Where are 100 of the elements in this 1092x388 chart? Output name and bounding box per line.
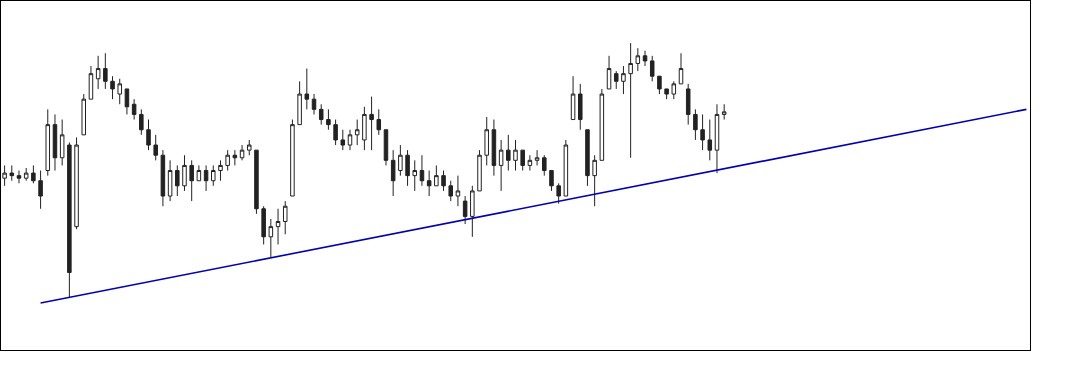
candlestick xyxy=(182,154,187,192)
candlestick xyxy=(419,154,425,187)
candlestick xyxy=(81,93,87,136)
candlestick xyxy=(124,88,130,115)
candlestick xyxy=(103,52,108,90)
candlestick xyxy=(542,154,547,177)
candlestick xyxy=(556,182,561,205)
candlestick xyxy=(16,170,22,184)
candlestick xyxy=(606,55,612,90)
candlestick xyxy=(549,170,554,192)
candlestick xyxy=(426,170,432,197)
candlestick xyxy=(326,108,331,131)
candlestick xyxy=(390,149,396,197)
candlestick xyxy=(297,80,302,126)
candlestick xyxy=(628,42,633,159)
candlestick xyxy=(448,180,453,202)
candlestick xyxy=(369,96,374,151)
candlestick xyxy=(146,119,151,151)
candlestick xyxy=(131,98,137,121)
candlestick xyxy=(218,159,223,182)
candlestick xyxy=(45,108,51,177)
candlestick xyxy=(671,80,677,100)
candlestick xyxy=(621,65,626,95)
candlestick xyxy=(678,52,684,85)
candlestick xyxy=(304,68,310,110)
candlestick xyxy=(484,116,489,166)
candlestick xyxy=(232,149,238,166)
candlestick xyxy=(405,149,410,187)
candlestick xyxy=(578,83,583,131)
candlestick xyxy=(520,149,525,172)
candlestick xyxy=(534,149,540,166)
candlestick xyxy=(340,129,346,151)
candlestick xyxy=(95,55,101,90)
candlestick xyxy=(275,208,281,245)
candlestick xyxy=(23,167,29,182)
candlestick xyxy=(693,108,698,141)
candlestick xyxy=(139,108,144,136)
candlestick xyxy=(203,164,209,192)
candlestick xyxy=(254,149,259,215)
candlestick xyxy=(246,139,252,156)
candlestick xyxy=(527,154,533,172)
candlestick xyxy=(563,139,569,197)
candlestick xyxy=(491,119,497,177)
candlestick xyxy=(721,103,727,121)
candlestick xyxy=(613,70,619,90)
candlestick xyxy=(38,170,43,210)
candlestick xyxy=(707,119,713,161)
candlestick xyxy=(657,75,662,95)
candlestick xyxy=(642,50,648,67)
candlestick xyxy=(376,108,382,136)
candlestick xyxy=(664,88,669,100)
candlestick xyxy=(498,139,504,192)
candlestick xyxy=(290,119,295,197)
candlestick xyxy=(268,218,274,258)
candlestick xyxy=(434,164,439,187)
candlestick xyxy=(211,164,216,187)
candlestick xyxy=(412,159,418,192)
candlestick xyxy=(333,119,338,146)
candlestick xyxy=(189,159,194,202)
candlestick xyxy=(570,75,576,121)
candlestick xyxy=(318,103,324,126)
candlestick xyxy=(225,149,230,172)
candlestick xyxy=(59,119,65,166)
candlestick xyxy=(67,141,72,299)
candlestick xyxy=(362,106,367,151)
candlestick xyxy=(347,129,353,151)
candlestick xyxy=(383,129,389,166)
candlestick xyxy=(649,55,655,82)
candlestick xyxy=(700,113,705,151)
candlestick xyxy=(117,78,122,105)
candlestick xyxy=(506,134,511,172)
candlestick xyxy=(110,75,115,100)
candlestick xyxy=(175,164,180,197)
candlestick xyxy=(477,149,482,192)
candlestick xyxy=(167,159,173,202)
candlestick xyxy=(160,149,166,207)
candlestick xyxy=(88,65,94,100)
candlestick xyxy=(513,139,518,172)
candlestick xyxy=(239,144,245,161)
candlestick xyxy=(311,93,317,115)
candlestick xyxy=(9,164,15,182)
candlestick xyxy=(685,83,691,126)
candlestick xyxy=(398,144,403,177)
candlestick xyxy=(31,164,36,184)
candlestick xyxy=(282,200,288,235)
candlestick xyxy=(354,119,360,146)
candlestick xyxy=(714,103,720,174)
candlestick xyxy=(462,195,468,225)
candlestick xyxy=(52,113,58,172)
candlestick xyxy=(441,170,446,192)
candlestick xyxy=(153,134,158,161)
candlestick xyxy=(261,205,266,245)
candlestick xyxy=(74,136,79,230)
candlestick xyxy=(470,185,475,238)
candlestick xyxy=(592,154,597,207)
candlestick xyxy=(599,88,605,161)
candlestick xyxy=(196,164,202,182)
candlestick xyxy=(455,175,461,207)
candlestick xyxy=(585,129,590,187)
candlestick xyxy=(635,47,641,72)
